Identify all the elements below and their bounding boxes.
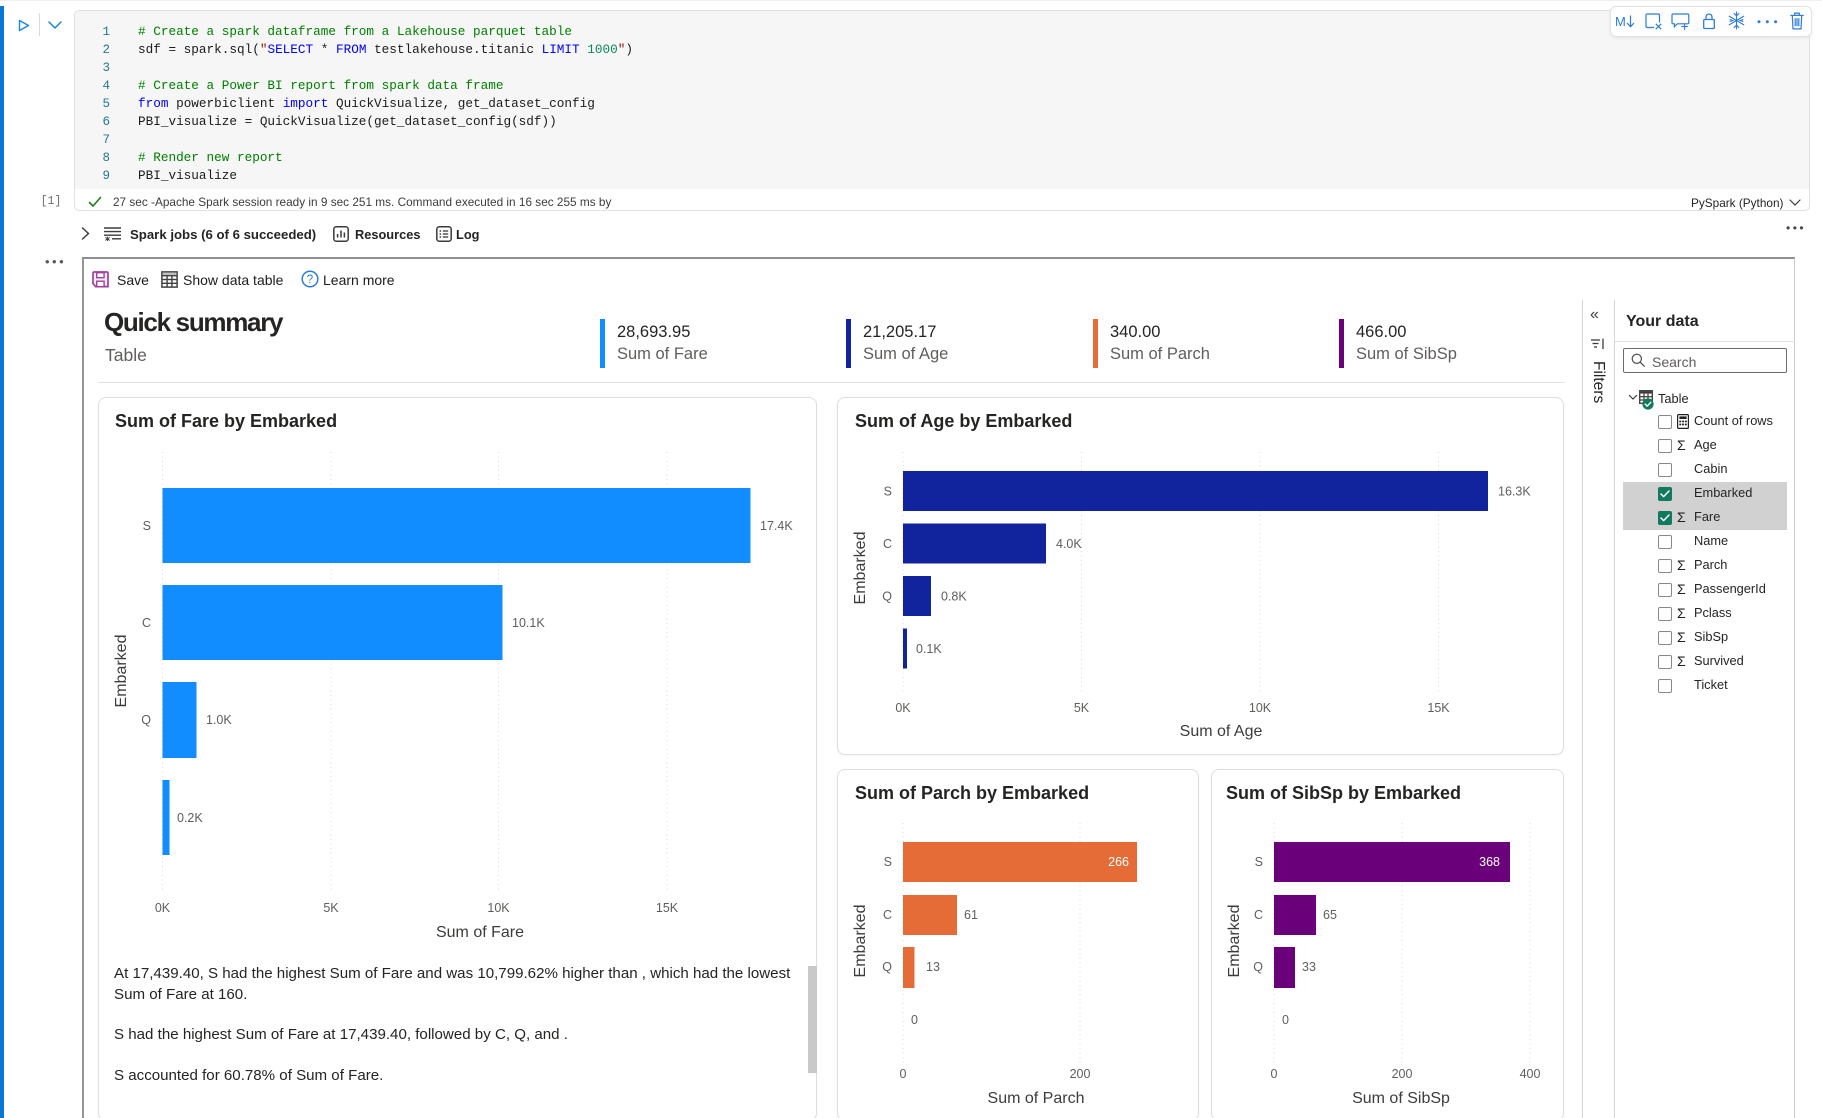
svg-text:5K: 5K	[323, 901, 339, 915]
svg-text:13: 13	[926, 960, 940, 974]
svg-text:200: 200	[1070, 1067, 1091, 1081]
svg-text:266: 266	[1108, 855, 1129, 869]
svg-text:Embarked: Embarked	[1226, 905, 1243, 978]
svg-text:0.1K: 0.1K	[916, 642, 942, 656]
svg-text:C: C	[883, 908, 892, 922]
svg-text:200: 200	[1392, 1067, 1413, 1081]
svg-text:Sum of Age: Sum of Age	[1180, 723, 1263, 740]
svg-text:16.3K: 16.3K	[1498, 485, 1531, 499]
svg-text:S: S	[884, 855, 892, 869]
svg-text:17.4K: 17.4K	[760, 519, 793, 533]
svg-text:C: C	[142, 616, 151, 630]
svg-text:S: S	[1255, 855, 1263, 869]
svg-text:5K: 5K	[1074, 701, 1090, 715]
svg-text:61: 61	[964, 908, 978, 922]
svg-text:15K: 15K	[656, 901, 679, 915]
svg-text:368: 368	[1479, 855, 1500, 869]
svg-text:C: C	[883, 537, 892, 551]
svg-text:Embarked: Embarked	[113, 635, 130, 708]
svg-text:S: S	[884, 485, 892, 499]
svg-text:10K: 10K	[487, 901, 510, 915]
svg-text:M: M	[1615, 14, 1626, 29]
svg-text:0K: 0K	[895, 701, 911, 715]
svg-text:65: 65	[1323, 908, 1337, 922]
svg-text:Sum of Fare: Sum of Fare	[436, 924, 524, 941]
svg-text:S: S	[143, 519, 151, 533]
svg-text:0: 0	[1282, 1013, 1289, 1027]
svg-text:10K: 10K	[1249, 701, 1272, 715]
svg-text:1.0K: 1.0K	[206, 713, 232, 727]
svg-text:0.8K: 0.8K	[941, 590, 967, 604]
svg-text:0: 0	[1271, 1067, 1278, 1081]
svg-text:400: 400	[1520, 1067, 1541, 1081]
svg-text:Sum of SibSp: Sum of SibSp	[1352, 1090, 1450, 1107]
svg-text:C: C	[1254, 908, 1263, 922]
svg-text:33: 33	[1302, 960, 1316, 974]
svg-text:10.1K: 10.1K	[512, 616, 545, 630]
svg-text:0.2K: 0.2K	[177, 811, 203, 825]
svg-text:0: 0	[900, 1067, 907, 1081]
svg-text:15K: 15K	[1427, 701, 1450, 715]
svg-text:?: ?	[307, 274, 313, 286]
svg-text:Q: Q	[1253, 960, 1263, 974]
svg-text:0K: 0K	[155, 901, 171, 915]
svg-text:Q: Q	[882, 590, 892, 604]
svg-text:Q: Q	[882, 960, 892, 974]
svg-text:Sum of Parch: Sum of Parch	[988, 1090, 1085, 1107]
svg-text:4.0K: 4.0K	[1056, 537, 1082, 551]
svg-text:Embarked: Embarked	[852, 905, 869, 978]
svg-text:0: 0	[911, 1013, 918, 1027]
svg-text:Embarked: Embarked	[852, 532, 869, 605]
svg-text:Q: Q	[141, 713, 151, 727]
